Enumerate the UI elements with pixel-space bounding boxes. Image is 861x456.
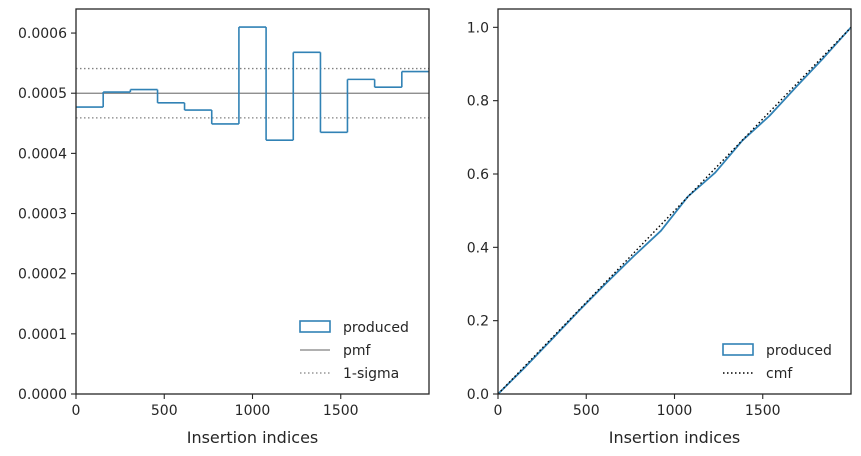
legend: produced pmf 1-sigma xyxy=(299,320,409,382)
y-tick-label: 1.0 xyxy=(467,20,489,36)
x-tick-label: 0 xyxy=(72,403,81,419)
legend-swatch-produced xyxy=(722,343,754,356)
y-tick-label: 0.0001 xyxy=(18,327,67,343)
y-tick-label: 0.0004 xyxy=(18,146,67,162)
y-tick-label: 0.4 xyxy=(467,240,489,256)
y-tick-label: 0.0 xyxy=(467,387,489,403)
y-tick-label: 0.8 xyxy=(467,94,489,110)
legend-swatch-produced xyxy=(299,320,331,333)
legend-label: cmf xyxy=(766,366,793,382)
x-tick-label: 500 xyxy=(573,403,600,419)
legend-label: produced xyxy=(343,320,409,336)
legend-label: 1-sigma xyxy=(343,366,399,382)
y-tick-label: 0.6 xyxy=(467,167,489,183)
chart-panel-2: 0 500 1000 1500 0.0 0.2 0.4 0.6 0.8 1.0 Insertion … xyxy=(467,8,852,447)
series-line-cmf xyxy=(498,26,851,394)
x-tick-label: 1000 xyxy=(235,403,271,419)
x-tick-label: 0 xyxy=(494,403,503,419)
y-tick-label: 0.0002 xyxy=(18,267,67,283)
legend-label: pmf xyxy=(343,343,372,359)
x-tick-label: 1500 xyxy=(323,403,359,419)
x-tick-label: 1500 xyxy=(745,403,781,419)
chart-panel-1: 0 500 1000 1500 0.0000 0.0001 0.0002 0.0003 0.00… xyxy=(18,8,430,447)
y-tick-label: 0.0005 xyxy=(18,86,67,102)
axes-frame xyxy=(497,8,852,395)
series-line-produced xyxy=(498,26,851,394)
plot-area xyxy=(76,26,429,141)
legend: produced cmf xyxy=(722,343,832,382)
legend-label: produced xyxy=(766,343,832,359)
x-tick-label: 1000 xyxy=(657,403,693,419)
axes-frame xyxy=(75,8,430,395)
y-tick-label: 0.0006 xyxy=(18,26,67,42)
y-tick-label: 0.2 xyxy=(467,314,489,330)
x-tick-label: 500 xyxy=(151,403,178,419)
y-tick-label: 0.0000 xyxy=(18,387,67,403)
plot-area xyxy=(498,26,851,394)
x-axis-label: Insertion indices xyxy=(187,428,319,447)
x-axis-label: Insertion indices xyxy=(609,428,741,447)
y-tick-label: 0.0003 xyxy=(18,207,67,223)
